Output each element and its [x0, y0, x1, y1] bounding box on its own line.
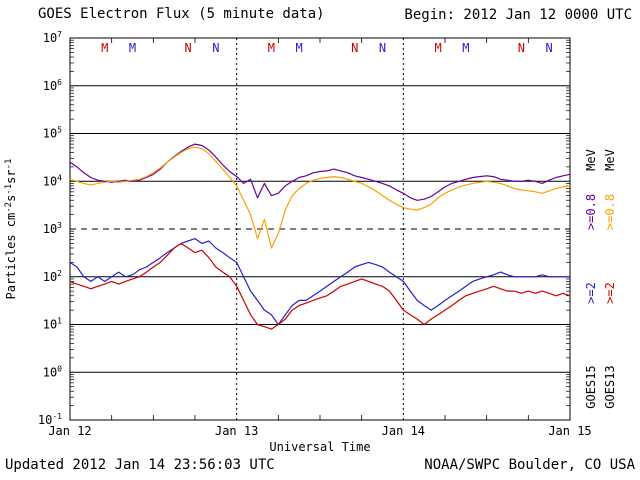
satellite-n-marker: N	[184, 41, 191, 55]
y-tick-label: 103	[43, 221, 62, 236]
x-tick-label: Jan 12	[48, 424, 91, 438]
satellite-m-marker: M	[462, 41, 469, 55]
y-axis-title: Particles cm-2s-1sr-1	[4, 159, 18, 300]
satellite-m-marker: M	[268, 41, 275, 55]
begin-timestamp: Begin: 2012 Jan 12 0000 UTC	[404, 7, 632, 23]
legend-goes15-mev: MeV	[584, 149, 598, 171]
satellite-m-marker: M	[129, 41, 136, 55]
satellite-n-marker: N	[351, 41, 358, 55]
legend-goes15-e2: >=2	[584, 282, 598, 304]
legend-goes13-mev: MeV	[603, 149, 617, 171]
legend-goes13-e2: >=2	[603, 282, 617, 304]
satellite-n-marker: N	[379, 41, 386, 55]
x-tick-label: Jan 13	[215, 424, 258, 438]
satellite-m-marker: M	[101, 41, 108, 55]
satellite-n-marker: N	[212, 41, 219, 55]
series-goes15-0-8-mev	[69, 143, 571, 201]
series-goes13-0-8-mev	[69, 146, 571, 249]
x-tick-label: Jan 15	[548, 424, 591, 438]
y-tick-label: 102	[43, 269, 62, 284]
legend-goes13-e08: >=0.8	[603, 194, 617, 230]
series-goes13-2-mev	[69, 242, 571, 330]
legend-goes15-e08: >=0.8	[584, 194, 598, 230]
legend-goes15-satellite: GOES15	[584, 365, 598, 408]
satellite-m-marker: M	[296, 41, 303, 55]
y-tick-label: 105	[43, 126, 62, 141]
y-tick-label: 104	[43, 173, 62, 188]
y-tick-label: 101	[43, 317, 62, 332]
y-tick-label: 107	[43, 30, 62, 45]
x-axis-label: Universal Time	[269, 440, 371, 454]
y-tick-label: 10-1	[38, 412, 62, 427]
satellite-n-marker: N	[546, 41, 553, 55]
series-goes15-2-mev	[69, 238, 570, 326]
page-title: GOES Electron Flux (5 minute data)	[38, 6, 325, 22]
x-tick-label: Jan 14	[382, 424, 425, 438]
legend-goes13-satellite: GOES13	[603, 365, 617, 408]
satellite-m-marker: M	[434, 41, 441, 55]
source-credit: NOAA/SWPC Boulder, CO USA	[424, 457, 635, 473]
satellite-n-marker: N	[518, 41, 525, 55]
y-tick-label: 100	[43, 364, 62, 379]
y-tick-label: 106	[43, 78, 62, 93]
plot-frame	[69, 37, 571, 421]
updated-timestamp: Updated 2012 Jan 14 23:56:03 UTC	[5, 457, 275, 473]
